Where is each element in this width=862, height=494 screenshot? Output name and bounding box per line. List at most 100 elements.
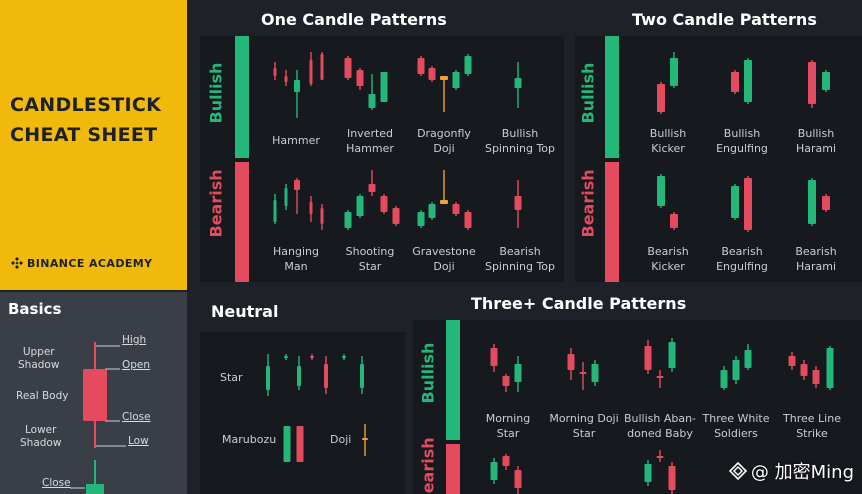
candle-body xyxy=(284,356,288,358)
pattern-label-bullish-engulfing: Bullish Engulfing xyxy=(706,126,778,156)
watermark: @ 加密Ming xyxy=(728,458,854,484)
candle-body xyxy=(273,200,277,222)
label-line: Man xyxy=(284,260,308,273)
candle-52 xyxy=(362,424,368,456)
label-line: Three White xyxy=(702,412,770,425)
title-line-2: CHEAT SHEET xyxy=(10,124,158,146)
candle-body xyxy=(731,186,739,218)
label-line: Star xyxy=(496,427,520,440)
candle-body xyxy=(362,438,368,440)
title-panel xyxy=(0,0,187,290)
candle-body xyxy=(514,364,522,382)
candle-body xyxy=(567,354,575,370)
candle-27 xyxy=(440,170,448,204)
candle-body xyxy=(490,348,498,366)
label-line: Morning Doji xyxy=(549,412,619,425)
candle-53 xyxy=(490,344,498,372)
high-label: High xyxy=(122,334,147,346)
candle-body xyxy=(788,356,796,366)
one-candle-bullish-bar xyxy=(235,36,249,158)
label-line: Engulfing xyxy=(716,142,768,155)
candle-28 xyxy=(452,202,460,216)
candle-68 xyxy=(826,346,834,390)
candle-49 xyxy=(360,356,364,394)
candle-57 xyxy=(579,362,587,390)
candle-17 xyxy=(294,178,300,214)
one-candle-bearish-bar xyxy=(235,162,249,282)
candle-body xyxy=(452,204,460,214)
candle-body xyxy=(822,72,830,90)
candle-31 xyxy=(657,82,665,114)
candle-44 xyxy=(284,354,288,360)
candle-body xyxy=(644,346,652,370)
label-line: Hanging xyxy=(273,245,319,258)
upper-shadow-label: Upper Shadow xyxy=(18,346,59,372)
neutral-label-star: Star xyxy=(220,371,243,384)
neutral-title: Neutral xyxy=(211,302,279,321)
candle-29 xyxy=(464,210,472,230)
candle-10 xyxy=(428,66,436,82)
candle-34 xyxy=(744,58,752,104)
candle-body xyxy=(320,208,324,224)
pattern-label-gravestone-doji: Gravestone Doji xyxy=(404,244,484,274)
candle-body xyxy=(644,464,652,482)
candle-67 xyxy=(812,366,820,388)
candle-body xyxy=(464,56,472,74)
candle-body xyxy=(808,180,816,224)
label-line: Morning xyxy=(485,412,531,425)
candle-74 xyxy=(668,462,676,494)
candle-32 xyxy=(670,52,678,88)
label-line: Soldiers xyxy=(714,427,758,440)
binance-logo-icon xyxy=(11,257,23,269)
label-line: Kicker xyxy=(651,142,685,155)
lower-shadow-line2: Shadow xyxy=(20,437,62,449)
candle-19 xyxy=(320,204,324,230)
candle-63 xyxy=(732,356,740,384)
pattern-label-bearish-harami: Bearish Harami xyxy=(780,244,852,274)
candle-22 xyxy=(368,170,376,196)
candle-2 xyxy=(294,70,300,118)
candle-body xyxy=(324,364,328,388)
candle-13 xyxy=(464,54,472,76)
candle-37 xyxy=(657,174,665,208)
candle-body xyxy=(428,68,436,80)
candle-body xyxy=(294,80,300,92)
candle-12 xyxy=(452,70,460,90)
open-label: Open xyxy=(122,359,151,371)
candle-40 xyxy=(744,176,752,232)
candle-1 xyxy=(284,70,288,86)
candle-23 xyxy=(380,194,388,214)
candle-25 xyxy=(417,210,425,228)
candle-body xyxy=(440,200,448,204)
label-line: Bullish xyxy=(797,127,835,140)
three-candle-bearish-bar xyxy=(446,444,460,494)
candle-body xyxy=(502,456,510,466)
candle-body xyxy=(392,208,400,224)
candle-body xyxy=(284,76,288,82)
candle-body xyxy=(428,204,436,218)
pattern-label-three-line-strike: Three Line Strike xyxy=(774,411,850,441)
label-line: Spinning Top xyxy=(484,260,556,273)
candle-body xyxy=(656,456,664,458)
pattern-label-bearish-kicker: Bearish Kicker xyxy=(632,244,704,274)
pattern-label-hanging-man: Hanging Man xyxy=(256,244,336,274)
label-line: Inverted xyxy=(346,127,394,140)
candle-64 xyxy=(744,344,752,370)
candle-body xyxy=(591,364,599,382)
upper-shadow-line2: Shadow xyxy=(18,359,60,371)
candle-body xyxy=(440,76,448,80)
label-line: Kicker xyxy=(651,260,685,273)
pattern-label-bearish-engulfing: Bearish Engulfing xyxy=(706,244,778,274)
candle-9 xyxy=(417,56,425,76)
candle-body xyxy=(514,470,522,488)
candle-26 xyxy=(428,202,436,220)
candle-body xyxy=(657,176,665,206)
pattern-label-bullish-spinning-top: Bullish Spinning Top xyxy=(478,126,562,156)
real-body-label: Real Body xyxy=(16,390,69,402)
candle-body xyxy=(744,178,752,230)
candle-body xyxy=(579,372,587,374)
candle-30 xyxy=(514,180,522,228)
candle-21 xyxy=(356,194,364,218)
two-candle-bullish-bar xyxy=(605,36,619,158)
candle-36 xyxy=(822,70,830,92)
